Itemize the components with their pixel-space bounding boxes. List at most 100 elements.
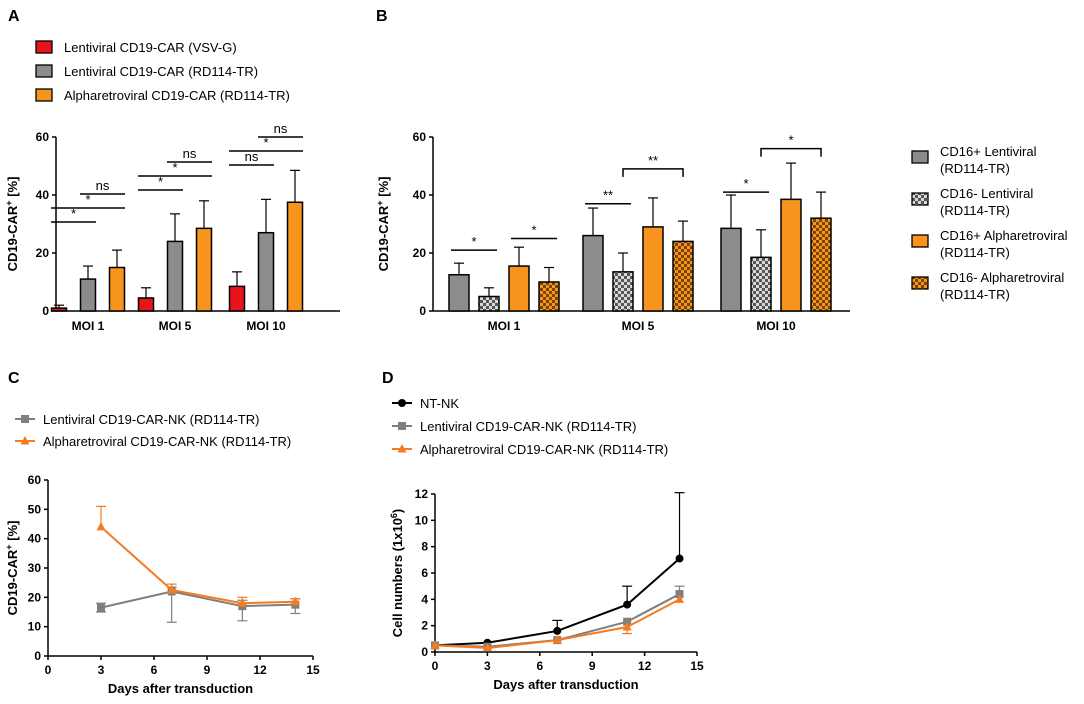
y-tick-label: 40 bbox=[36, 188, 50, 202]
x-tick-label: 15 bbox=[306, 663, 320, 677]
x-tick-label: 9 bbox=[589, 659, 596, 673]
bar bbox=[720, 227, 742, 312]
legend-swatch bbox=[911, 276, 929, 290]
legend-swatch bbox=[911, 234, 929, 248]
data-point bbox=[482, 643, 492, 652]
legend-swatch bbox=[35, 64, 53, 78]
y-tick-label: 0 bbox=[42, 304, 49, 318]
legend-label-line2: (RD114-TR) bbox=[940, 161, 1010, 176]
bar bbox=[108, 266, 126, 312]
y-axis-title: CD19-CAR+ [%] bbox=[375, 177, 391, 272]
legend-swatch bbox=[911, 150, 929, 164]
legend-label: CD16+ Alpharetroviral bbox=[940, 228, 1068, 243]
data-point bbox=[290, 596, 300, 606]
significance-label: ns bbox=[96, 178, 110, 193]
significance-label: * bbox=[172, 160, 177, 175]
bar bbox=[582, 234, 604, 312]
bar bbox=[257, 231, 275, 312]
significance-label: * bbox=[158, 174, 163, 189]
data-point bbox=[97, 603, 105, 612]
bar bbox=[286, 201, 304, 312]
y-tick-label: 4 bbox=[421, 592, 428, 606]
y-tick-label: 8 bbox=[421, 540, 428, 554]
data-point bbox=[552, 635, 562, 644]
data-point bbox=[675, 590, 684, 599]
bar bbox=[228, 285, 246, 312]
significance-label: ** bbox=[603, 188, 613, 203]
legend-label: Lentiviral CD19-CAR (VSV-G) bbox=[64, 40, 237, 55]
y-tick-label: 20 bbox=[413, 246, 427, 260]
y-axis-title: Cell numbers (1x106) bbox=[389, 509, 405, 638]
y-tick-label: 10 bbox=[415, 513, 429, 527]
significance-label: * bbox=[85, 192, 90, 207]
bar bbox=[780, 198, 802, 312]
bar bbox=[448, 274, 470, 312]
significance-label: * bbox=[531, 223, 536, 238]
bar bbox=[79, 278, 97, 312]
category-label: MOI 5 bbox=[159, 319, 192, 333]
significance-label: ** bbox=[648, 153, 658, 168]
x-tick-label: 6 bbox=[151, 663, 158, 677]
x-tick-label: 15 bbox=[690, 659, 704, 673]
significance-label: * bbox=[743, 176, 748, 191]
bar bbox=[195, 227, 213, 312]
data-point bbox=[623, 617, 632, 626]
legend-label: Alpharetroviral CD19-CAR-NK (RD114-TR) bbox=[43, 434, 291, 449]
y-tick-label: 0 bbox=[421, 645, 428, 659]
series-line bbox=[100, 590, 296, 609]
legend-label: Lentiviral CD19-CAR (RD114-TR) bbox=[64, 64, 258, 79]
x-tick-label: 9 bbox=[204, 663, 211, 677]
bar bbox=[538, 281, 560, 312]
data-point bbox=[675, 554, 684, 563]
data-point bbox=[430, 640, 440, 649]
x-axis-title: Days after transduction bbox=[108, 681, 253, 696]
category-label: MOI 1 bbox=[72, 319, 105, 333]
legend-label-line2: (RD114-TR) bbox=[940, 245, 1010, 260]
category-label: MOI 5 bbox=[622, 319, 655, 333]
category-label: MOI 10 bbox=[756, 319, 796, 333]
legend-label: Alpharetroviral CD19-CAR (RD114-TR) bbox=[64, 88, 290, 103]
x-tick-label: 0 bbox=[432, 659, 439, 673]
data-point bbox=[553, 626, 562, 635]
y-tick-label: 0 bbox=[34, 649, 41, 663]
significance-bracket bbox=[760, 147, 822, 157]
legend-marker bbox=[20, 436, 30, 445]
legend-swatch bbox=[35, 88, 53, 102]
x-tick-label: 3 bbox=[484, 659, 491, 673]
x-tick-label: 6 bbox=[536, 659, 543, 673]
data-point bbox=[623, 600, 632, 609]
significance-label: ns bbox=[274, 121, 288, 136]
significance-label: ns bbox=[183, 146, 197, 161]
panel-d: D 0 2 4 6 8 10 12 0 3 6 9 12 15 Days after transductio… bbox=[382, 370, 704, 692]
bar bbox=[478, 295, 500, 312]
data-point bbox=[167, 585, 177, 594]
y-tick-label: 60 bbox=[36, 130, 50, 144]
bar bbox=[750, 256, 772, 312]
legend-swatch bbox=[911, 192, 929, 206]
y-tick-label: 20 bbox=[28, 590, 42, 604]
significance-label: * bbox=[263, 135, 268, 150]
y-tick-label: 50 bbox=[28, 502, 42, 516]
legend-label: Alpharetroviral CD19-CAR-NK (RD114-TR) bbox=[420, 442, 668, 457]
data-point bbox=[237, 598, 247, 607]
bar bbox=[672, 240, 694, 312]
y-tick-label: 30 bbox=[28, 561, 42, 575]
legend-label: Lentiviral CD19-CAR-NK (RD114-TR) bbox=[43, 412, 259, 427]
legend-marker bbox=[397, 444, 407, 453]
y-tick-label: 60 bbox=[28, 473, 42, 487]
data-point bbox=[622, 621, 632, 631]
significance-label: * bbox=[471, 234, 476, 249]
legend-label: CD16- Lentiviral bbox=[940, 186, 1033, 201]
y-tick-label: 2 bbox=[421, 619, 428, 633]
bar bbox=[137, 297, 155, 312]
legend-marker bbox=[21, 415, 29, 423]
significance-bracket bbox=[622, 168, 684, 177]
y-tick-label: 10 bbox=[28, 620, 42, 634]
bar bbox=[50, 307, 68, 312]
data-point bbox=[96, 521, 106, 531]
bar bbox=[166, 240, 184, 312]
y-tick-label: 0 bbox=[419, 304, 426, 318]
panel-letter: D bbox=[382, 370, 394, 387]
bar bbox=[508, 265, 530, 312]
